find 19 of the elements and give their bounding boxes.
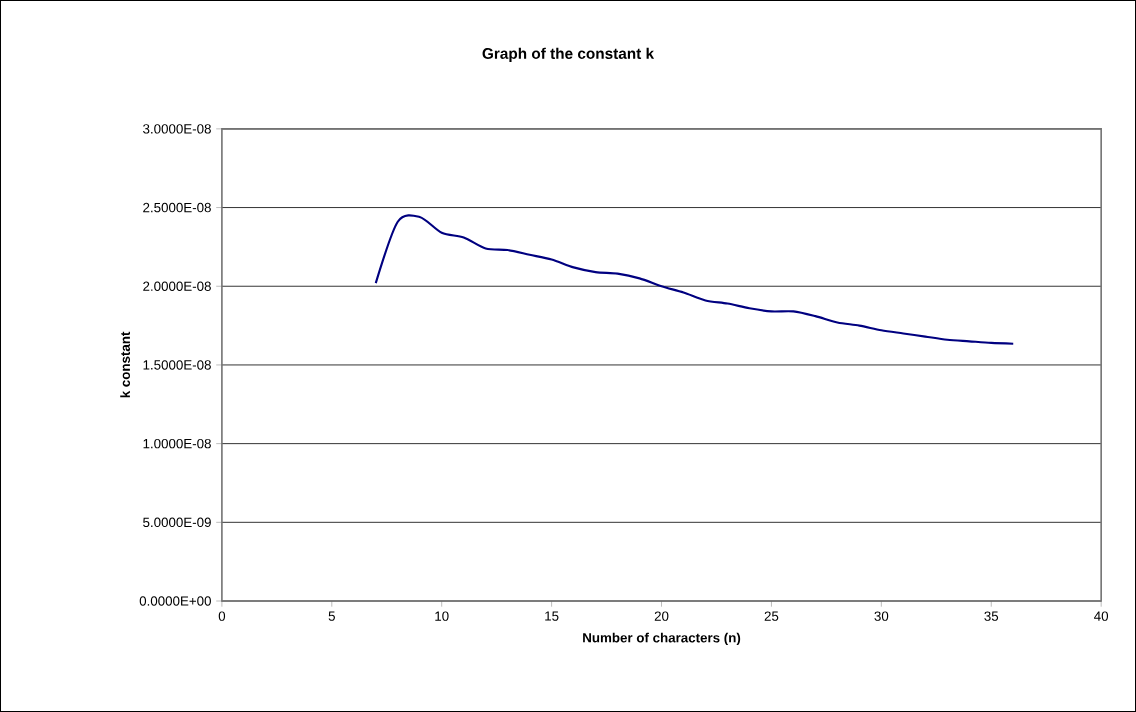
x-tick-label: 0: [218, 611, 226, 621]
x-tick-label: 30: [874, 611, 889, 621]
x-tick-label: 20: [654, 611, 669, 621]
x-tick-label: 25: [764, 611, 779, 621]
x-tick-label: 15: [545, 611, 559, 621]
x-tick-label: 40: [1094, 611, 1109, 621]
y-tick-label: 3.0000E-08: [143, 124, 211, 134]
y-tick-label: 2.5000E-08: [143, 202, 211, 213]
x-tick-label: 5: [328, 611, 335, 621]
y-tick-label: 5.0000E-09: [143, 517, 211, 528]
y-axis-title: k constant: [120, 331, 131, 398]
x-tick-label: 10: [435, 611, 449, 621]
x-tick-label: 35: [984, 611, 999, 621]
y-tick-label: 1.5000E-08: [143, 360, 211, 370]
y-tick-label: 1.0000E-08: [143, 438, 211, 449]
y-tick-label: 2.0000E-08: [143, 281, 211, 292]
x-axis-title: Number of characters (n): [583, 632, 741, 646]
chart-title: Graph of the constant k: [482, 47, 655, 63]
y-tick-label: 0.0000E+00: [139, 596, 211, 606]
